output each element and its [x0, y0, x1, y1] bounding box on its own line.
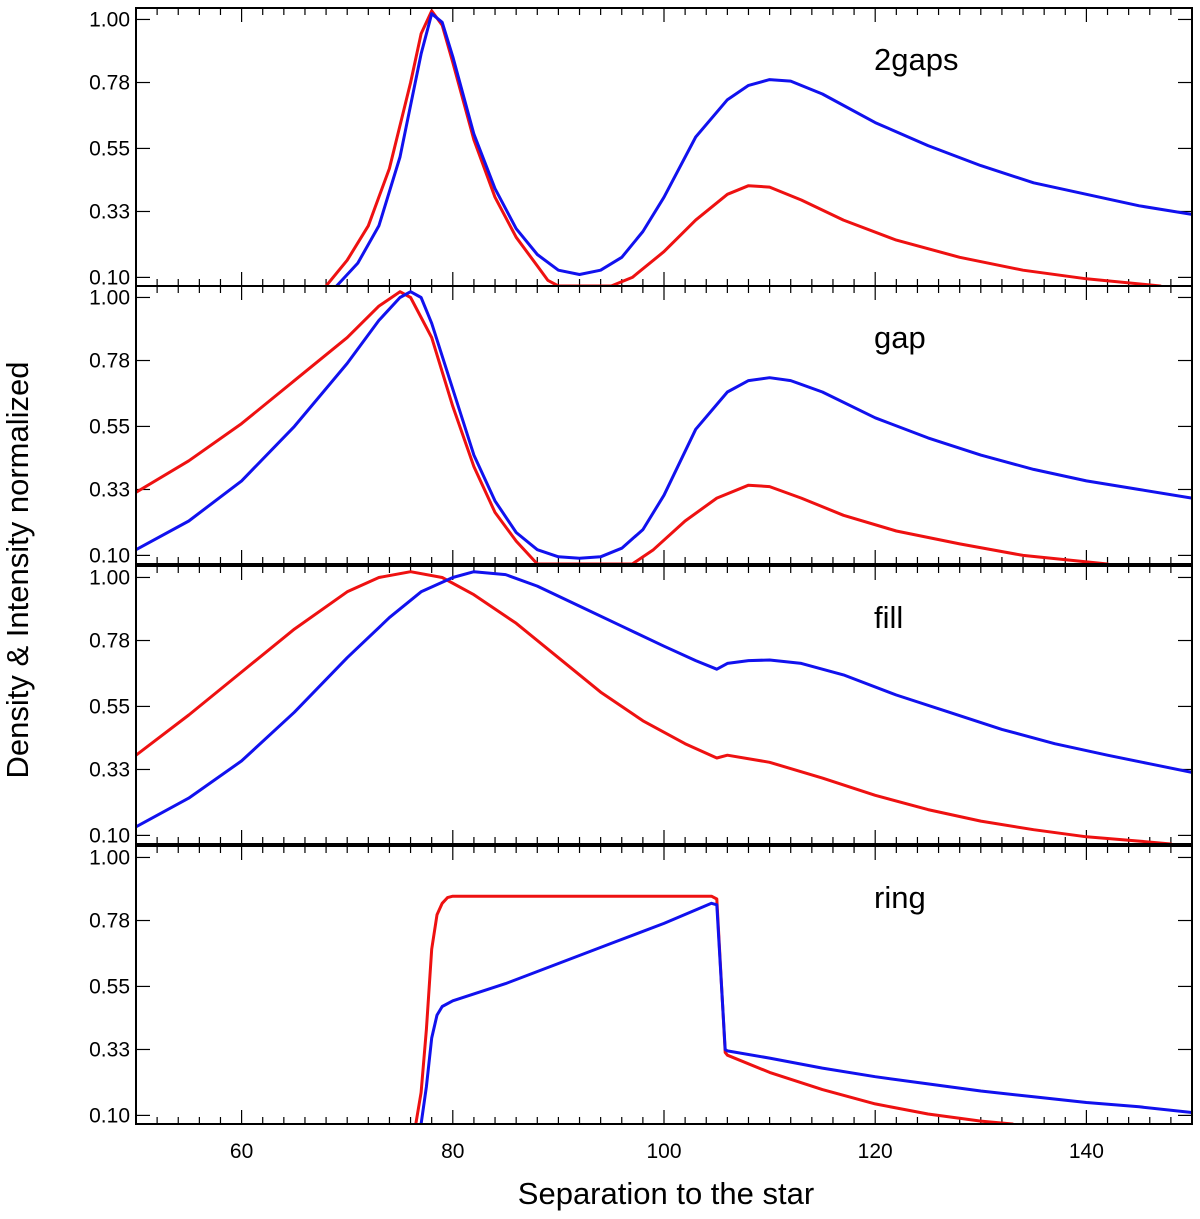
x-tick-label: 120: [858, 1140, 893, 1163]
series-line-blue: [136, 570, 1192, 829]
y-tick-label: 0.33: [89, 478, 130, 501]
series-line-blue: [419, 901, 1192, 1124]
panel-ring: 0.10 0.33 0.55 0.78 1.00 ring: [89, 845, 1193, 1127]
series-line-red: [324, 9, 1162, 286]
y-tick-label: 0.10: [89, 266, 130, 289]
panel-frame: [135, 845, 1193, 1125]
x-axis: 60 80 100 120 140: [230, 1140, 1104, 1163]
x-tick-label: 100: [646, 1140, 681, 1163]
y-tick-label: 0.78: [89, 72, 130, 95]
series-line-blue: [335, 12, 1192, 286]
y-tick-label: 0.33: [89, 758, 130, 781]
y-tick-label: 1.00: [89, 8, 130, 31]
y-tick-label: 0.78: [89, 910, 130, 933]
series-line-red: [414, 894, 1014, 1124]
series-line-blue: [136, 290, 1192, 560]
y-tick-label: 1.00: [89, 566, 130, 589]
series-line-red: [136, 290, 1109, 564]
y-tick-label: 0.10: [89, 544, 130, 567]
panel-fill: 0.10 0.33 0.55 0.78 1.00 fill: [89, 565, 1193, 847]
panel-frame: [135, 7, 1193, 287]
panel-frame: [135, 285, 1193, 565]
panel-series-group: [414, 894, 1192, 1124]
y-tick-label: 0.78: [89, 630, 130, 653]
y-tick-label: 0.55: [89, 415, 130, 438]
x-axis-title: Separation to the star: [518, 1176, 814, 1211]
y-tick-label: 1.00: [89, 846, 130, 869]
panel-gap: 0.10 0.33 0.55 0.78 1.00 gap: [89, 285, 1193, 567]
x-tick-label: 140: [1069, 1140, 1104, 1163]
y-tick-label: 0.33: [89, 1038, 130, 1061]
panel-series-group: [324, 9, 1192, 286]
y-tick-label: 1.00: [89, 286, 130, 309]
panel-series-group: [136, 570, 1192, 844]
x-tick-label: 80: [441, 1140, 464, 1163]
y-tick-label: 0.10: [89, 824, 130, 847]
panel-label-fill: fill: [874, 600, 903, 635]
panel-series-group: [136, 290, 1192, 564]
panel-label-gap: gap: [874, 320, 926, 355]
y-tick-label: 0.78: [89, 350, 130, 373]
x-tick-label: 60: [230, 1140, 253, 1163]
series-line-red: [136, 570, 1173, 844]
y-tick-label: 0.33: [89, 200, 130, 223]
y-tick-label: 0.55: [89, 695, 130, 718]
panel-label-2gaps: 2gaps: [874, 42, 958, 77]
panel-frame: [135, 565, 1193, 845]
y-tick-label: 0.10: [89, 1104, 130, 1127]
panels-layer: 0.10 0.33 0.55 0.78 1.00 2gaps 0.10 0.33 0.55 0.7…: [89, 7, 1193, 1127]
y-tick-label: 0.55: [89, 975, 130, 998]
y-axis-title: Density & Intensity normalized: [0, 362, 35, 779]
y-tick-label: 0.55: [89, 137, 130, 160]
panel-2gaps: 0.10 0.33 0.55 0.78 1.00 2gaps: [89, 7, 1193, 289]
panel-label-ring: ring: [874, 880, 926, 915]
